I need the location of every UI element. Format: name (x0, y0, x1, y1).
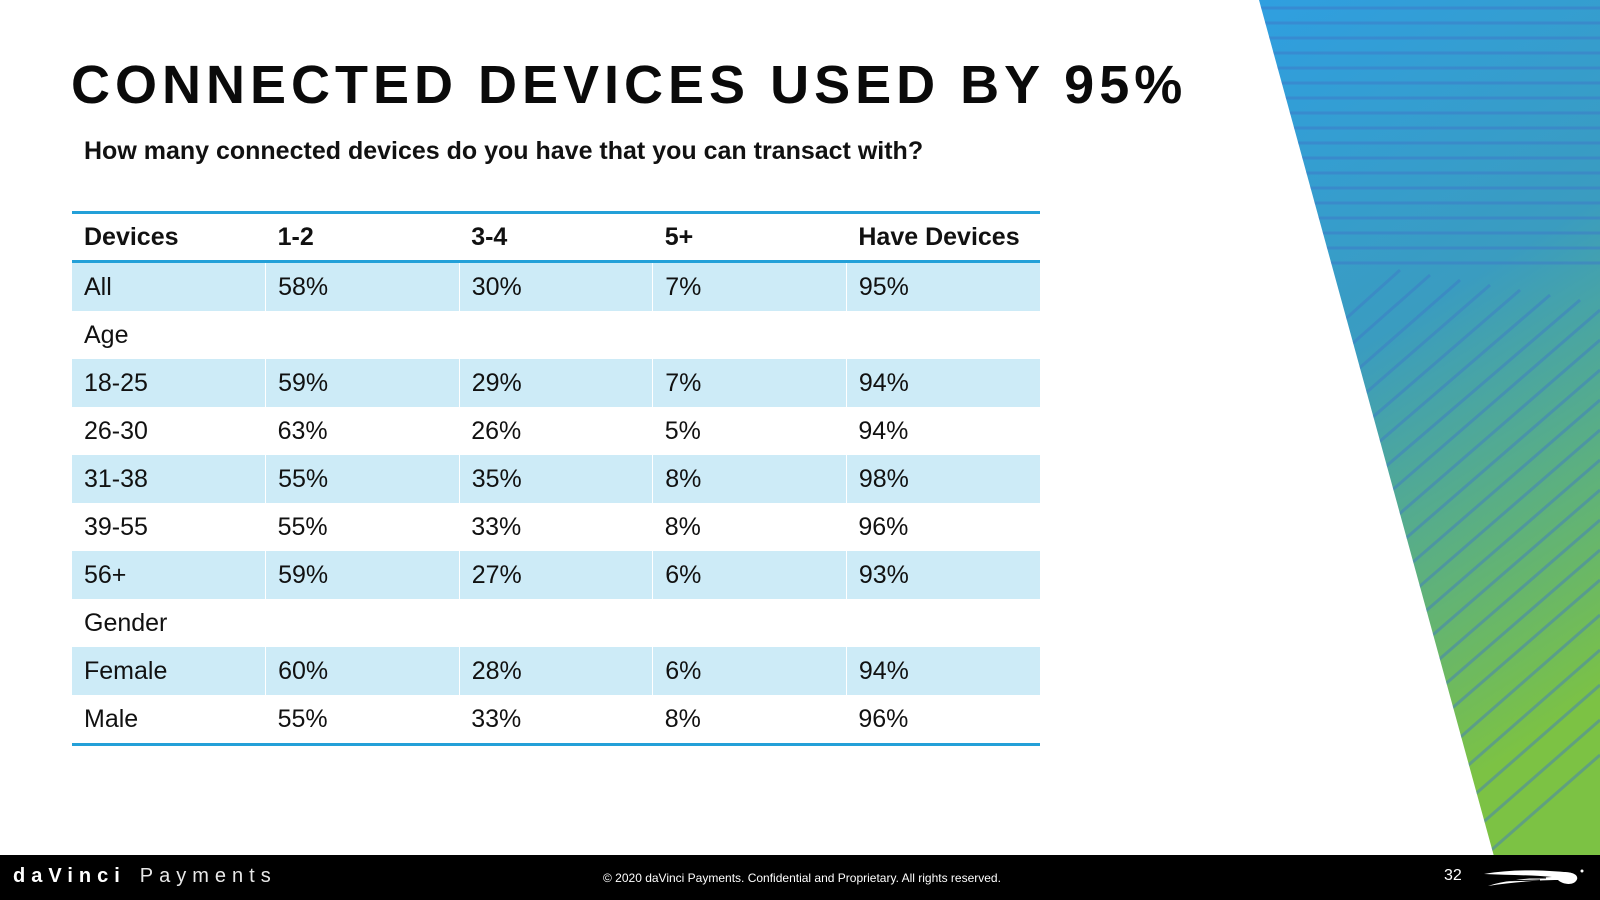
cell-value: 5% (664, 416, 701, 445)
cell-value: 63% (277, 416, 328, 445)
cell-value: 96% (858, 512, 909, 541)
footer-bar: daVinci Payments © 2020 daVinci Payments.… (0, 855, 1600, 900)
cell-value: 93% (845, 551, 1040, 599)
row-label: 56+ (72, 551, 266, 599)
row-label: Male (84, 704, 139, 733)
cell-value: 27% (458, 551, 653, 599)
table-section-row: Age (72, 311, 1040, 359)
cell-value: 98% (845, 455, 1040, 503)
page-number: 32 (1444, 867, 1462, 884)
table-row: All 58% 30% 7% 95% (72, 261, 1040, 311)
brand-primary: daVinci (13, 865, 126, 887)
cell-value (459, 599, 653, 647)
cell-value: 30% (458, 261, 653, 311)
cell-value: 7% (652, 359, 847, 407)
row-label: 26-30 (84, 416, 148, 445)
row-label: Female (72, 647, 266, 695)
cell-value (653, 599, 847, 647)
davinci-wing-logo-icon (1484, 869, 1584, 886)
cell-value: 55% (277, 512, 328, 541)
table-header-row: Devices 1-2 3-4 5+ Have Devices (72, 212, 1040, 263)
cell-value (266, 599, 460, 647)
header-have-devices: Have Devices (846, 212, 1040, 263)
cell-value: 7% (652, 261, 847, 311)
row-label: 39-55 (84, 512, 148, 541)
cell-value (653, 311, 847, 359)
header-devices: Devices (72, 212, 266, 263)
table-row: 26-30 63% 26% 5% 94% (72, 407, 1040, 455)
table-row: 39-55 55% 33% 8% 96% (72, 503, 1040, 551)
row-label: 31-38 (72, 455, 266, 503)
cell-value: 94% (845, 647, 1040, 695)
header-1-2: 1-2 (265, 212, 460, 263)
cell-value (266, 311, 460, 359)
cell-value: 8% (652, 455, 847, 503)
cell-value (846, 311, 1040, 359)
cell-value: 33% (471, 704, 522, 733)
cell-value: 29% (458, 359, 653, 407)
slide-title: CONNECTED DEVICES USED BY 95% (71, 55, 1188, 115)
cell-value: 55% (265, 455, 460, 503)
cell-value: 94% (845, 359, 1040, 407)
table-row: Male 55% 33% 8% 96% (72, 695, 1040, 745)
row-label: All (72, 261, 266, 311)
cell-value: 59% (265, 551, 460, 599)
cell-value: 8% (664, 704, 701, 733)
cell-value: 94% (858, 416, 909, 445)
cell-value: 60% (265, 647, 460, 695)
section-label: Gender (84, 608, 168, 637)
cell-value: 8% (664, 512, 701, 541)
devices-table: Devices 1-2 3-4 5+ Have Devices All 58% … (72, 211, 1040, 746)
cell-value: 33% (471, 512, 522, 541)
cell-value: 26% (471, 416, 522, 445)
cell-value: 28% (458, 647, 653, 695)
cell-value: 95% (845, 261, 1040, 311)
header-3-4: 3-4 (459, 212, 653, 263)
cell-value: 6% (652, 551, 847, 599)
table-row: 18-25 59% 29% 7% 94% (72, 359, 1040, 407)
table-row: 31-38 55% 35% 8% 98% (72, 455, 1040, 503)
table-section-row: Gender (72, 599, 1040, 647)
cell-value: 6% (652, 647, 847, 695)
row-label: 18-25 (72, 359, 266, 407)
brand-secondary: Payments (139, 865, 277, 887)
cell-value: 96% (858, 704, 909, 733)
brand-wordmark: daVinci Payments (13, 865, 277, 888)
cell-value: 58% (265, 261, 460, 311)
copyright-notice: © 2020 daVinci Payments. Confidential an… (603, 871, 1001, 885)
table-row: Female 60% 28% 6% 94% (72, 647, 1040, 695)
cell-value (459, 311, 653, 359)
header-5-plus: 5+ (652, 212, 847, 263)
cell-value: 55% (277, 704, 328, 733)
section-label: Age (84, 320, 129, 349)
cell-value: 35% (458, 455, 653, 503)
cell-value: 59% (265, 359, 460, 407)
table-row: 56+ 59% 27% 6% 93% (72, 551, 1040, 599)
cell-value (846, 599, 1040, 647)
survey-question: How many connected devices do you have t… (84, 137, 924, 165)
